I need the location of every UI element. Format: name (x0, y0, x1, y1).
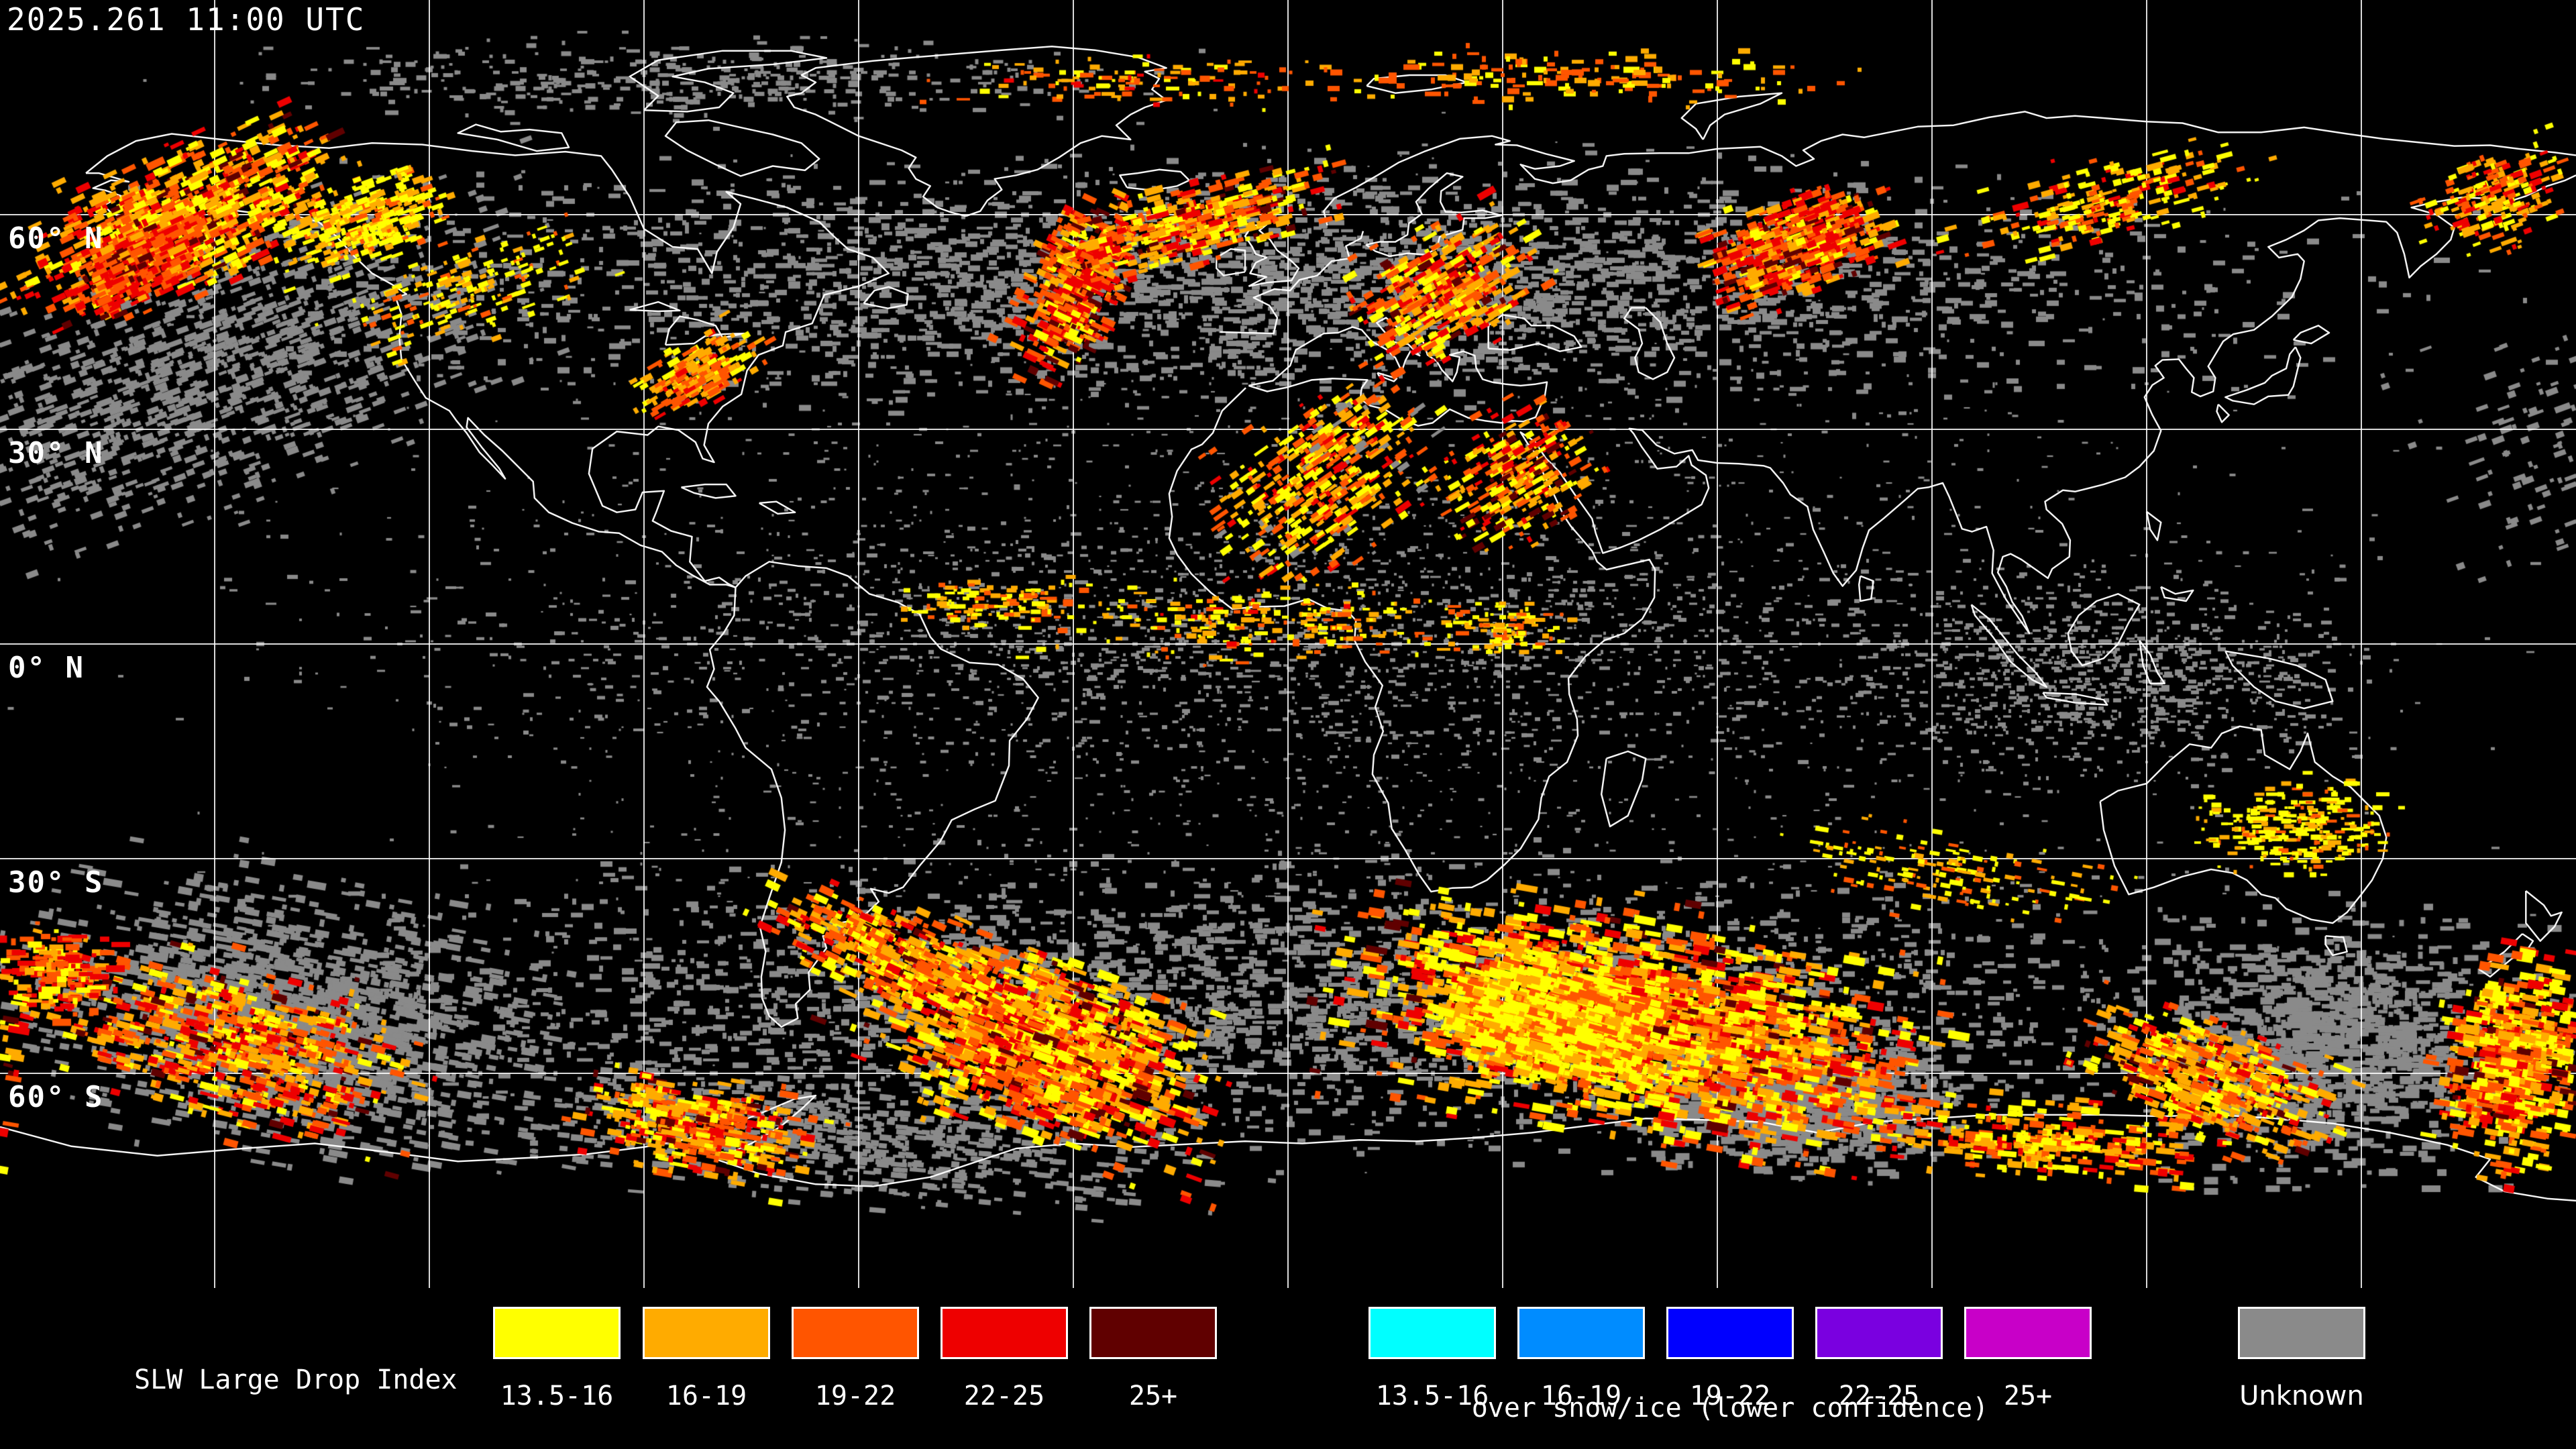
legend-swatch-red (941, 1307, 1068, 1359)
legend-item: 25+ (1964, 1307, 2092, 1411)
legend-swatch-magenta (1964, 1307, 2092, 1359)
legend-swatch-unknown (2238, 1307, 2365, 1359)
legend-swatch-orange (792, 1307, 919, 1359)
legend-swatch-darkred (1089, 1307, 1217, 1359)
legend-swatch-label: 16-19 (1540, 1381, 1622, 1411)
legend-item-unknown: Unknown (2238, 1307, 2365, 1411)
legend-swatch-label: Unknown (2239, 1381, 2364, 1411)
timestamp-label: 2025.261 11:00 UTC (7, 1, 366, 38)
legend-swatch-label: 19-22 (1689, 1381, 1771, 1411)
legend-item: 19-22 (792, 1307, 919, 1411)
legend-item: 19-22 (1666, 1307, 1794, 1411)
legend-swatch-yellow (493, 1307, 621, 1359)
lat-label-30s: 30° S (8, 865, 104, 900)
legend-item: 22-25 (1815, 1307, 1943, 1411)
legend-swatch-label: 19-22 (814, 1381, 896, 1411)
legend-item: 13.5-16 (493, 1307, 621, 1411)
legend-item: 22-25 (941, 1307, 1068, 1411)
world-map: 2025.261 11:00 UTC 60° N 30° N 0° N 30° … (0, 0, 2576, 1288)
lat-label-60n: 60° N (8, 221, 104, 256)
legend-swatch-label: 13.5-16 (1375, 1381, 1489, 1411)
lat-label-60s: 60° S (8, 1080, 104, 1114)
legend-swatch-amber (643, 1307, 770, 1359)
legend-item: 16-19 (1517, 1307, 1645, 1411)
lat-label-30n: 30° N (8, 436, 104, 470)
legend-bar: SLW Large Drop Index 13.5-16 16-19 19-22… (0, 1288, 2576, 1449)
legend-swatch-blue (1517, 1307, 1645, 1359)
legend-item: 25+ (1089, 1307, 1217, 1411)
legend-item: 13.5-16 (1368, 1307, 1496, 1411)
snow-ice-caption: over snow/ice (lower confidence) (1471, 1393, 1989, 1424)
legend-swatch-deepblue (1666, 1307, 1794, 1359)
legend-swatch-label: 22-25 (963, 1381, 1045, 1411)
lat-label-0n: 0° N (8, 651, 85, 685)
legend-swatch-cyan (1368, 1307, 1496, 1359)
legend-swatch-label: 25+ (1128, 1381, 1178, 1411)
legend-swatch-label: 22-25 (1838, 1381, 1920, 1411)
legend-swatch-label: 13.5-16 (500, 1381, 614, 1411)
legend-swatch-purple (1815, 1307, 1943, 1359)
legend-title: SLW Large Drop Index (134, 1364, 458, 1395)
legend-swatch-label: 25+ (2003, 1381, 2053, 1411)
data-overlay-canvas (0, 0, 2576, 1288)
legend-swatch-label: 16-19 (665, 1381, 747, 1411)
legend-item: 16-19 (643, 1307, 770, 1411)
